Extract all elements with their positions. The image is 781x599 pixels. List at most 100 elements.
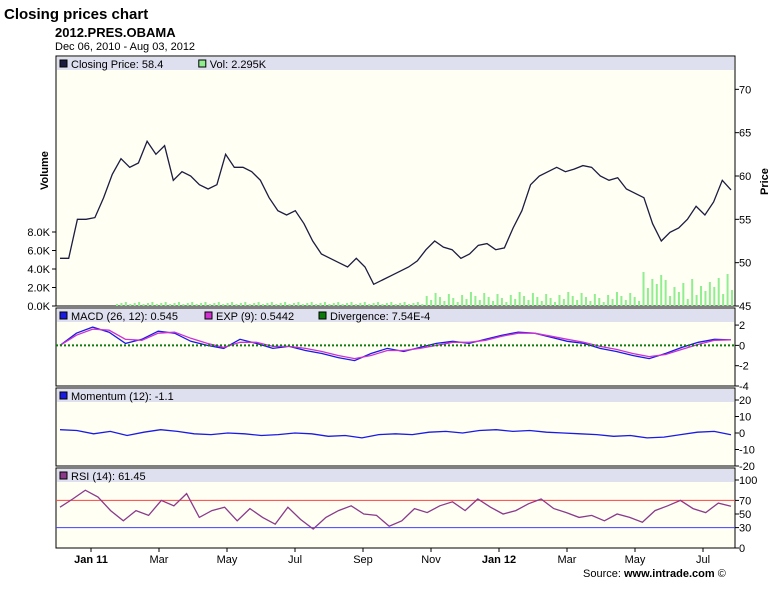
legend-label: MACD (26, 12): 0.545 <box>71 311 178 323</box>
legend-swatch <box>204 311 213 320</box>
volume-bar <box>531 293 534 306</box>
volume-bar <box>231 302 234 306</box>
series-line-macd-1 <box>59 328 732 360</box>
volume-bar <box>116 304 118 306</box>
volume-bar <box>443 301 446 306</box>
volume-bar <box>456 302 459 306</box>
volume-bar <box>222 304 225 306</box>
series-line-rsi-0 <box>59 489 732 530</box>
legend-label: Closing Price: 58.4 <box>71 59 163 71</box>
volume-bar <box>208 304 211 306</box>
volume-bar <box>257 302 260 306</box>
volume-bar <box>434 293 437 306</box>
volume-bar <box>691 279 694 306</box>
volume-bar <box>726 274 729 306</box>
y-tick-label: 10 <box>739 412 751 424</box>
volume-bar <box>315 304 318 306</box>
volume-bar <box>403 302 406 306</box>
legend-swatch <box>59 311 68 320</box>
volume-bar <box>297 302 300 306</box>
volume-bar <box>177 302 180 306</box>
panel-macd-legend-band <box>57 309 734 322</box>
y-tick-label: 100 <box>739 475 757 487</box>
volume-bar <box>536 297 539 306</box>
volume-bar <box>607 295 610 306</box>
y-tick-label: 45 <box>739 301 751 313</box>
contract-symbol: 2012.PRES.OBAMA <box>55 25 176 40</box>
volume-bar <box>620 296 623 306</box>
y-tick-label: 50 <box>739 509 751 521</box>
volume-bar <box>399 303 402 306</box>
volume-bar <box>430 300 433 306</box>
series-line-price <box>60 139 732 286</box>
legend-swatch <box>59 471 68 480</box>
legend-swatch <box>59 59 68 68</box>
x-tick-label: Jul <box>696 554 710 566</box>
volume-bar <box>363 302 366 306</box>
volume-bar <box>394 304 397 306</box>
volume-bar <box>624 300 627 306</box>
y-tick-label: 70 <box>739 84 751 96</box>
volume-bar <box>686 299 689 306</box>
legend-label: EXP (9): 0.5442 <box>216 311 294 323</box>
volume-bar <box>633 297 636 306</box>
volume-bar <box>660 275 663 306</box>
volume-bar <box>385 303 388 306</box>
volume-bar <box>124 302 127 306</box>
volume-bar <box>155 304 158 306</box>
volume-bar <box>262 304 265 306</box>
legend-label: RSI (14): 61.45 <box>71 471 146 483</box>
volume-bar <box>151 302 154 306</box>
volume-bar <box>319 303 322 306</box>
volume-bar <box>514 299 517 306</box>
volume-bar <box>191 302 194 306</box>
source-credit: Source: www.intrade.com © <box>583 568 726 580</box>
volume-bar <box>722 294 725 306</box>
volume-bar <box>323 302 326 306</box>
volume-tick-label: 8.0K <box>27 227 50 239</box>
volume-bar <box>173 303 176 306</box>
x-tick-label: Sep <box>353 554 373 566</box>
volume-bar <box>540 301 543 306</box>
volume-bar <box>642 272 645 306</box>
legend-label: Vol: 2.295K <box>210 59 267 71</box>
volume-bar <box>465 299 468 306</box>
volume-bar <box>408 304 411 306</box>
volume-bar <box>138 302 141 306</box>
volume-bar <box>279 303 282 306</box>
volume-bar <box>253 303 256 306</box>
volume-bar <box>332 303 335 306</box>
volume-bar <box>589 301 592 306</box>
volume-bar <box>350 302 353 306</box>
volume-bar <box>129 304 132 306</box>
series-line-momentum-0 <box>59 429 732 439</box>
volume-bar <box>182 304 185 306</box>
volume-bar <box>200 303 203 306</box>
y-tick-label: 0 <box>739 428 745 440</box>
volume-bar <box>611 299 614 306</box>
volume-bar <box>474 296 477 306</box>
volume-bar <box>629 293 632 306</box>
volume-bar <box>412 303 415 306</box>
volume-bar <box>695 295 698 306</box>
volume-bar <box>452 298 455 306</box>
volume-bar <box>284 302 287 306</box>
volume-bar <box>381 304 384 306</box>
y-tick-label: 70 <box>739 495 751 507</box>
volume-bar <box>270 302 273 306</box>
volume-bar <box>673 287 676 306</box>
volume-bar <box>584 297 587 306</box>
volume-bar <box>505 302 508 306</box>
volume-bar <box>239 303 242 306</box>
volume-bar <box>328 304 331 306</box>
y-tick-label: 55 <box>739 214 751 226</box>
y-tick-label: 60 <box>739 171 751 183</box>
volume-bar <box>646 288 649 306</box>
volume-bar <box>310 302 313 306</box>
volume-bar <box>160 303 163 306</box>
volume-bar <box>478 300 481 306</box>
volume-bar <box>602 302 605 306</box>
volume-bar <box>266 303 269 306</box>
volume-bar <box>438 297 441 306</box>
